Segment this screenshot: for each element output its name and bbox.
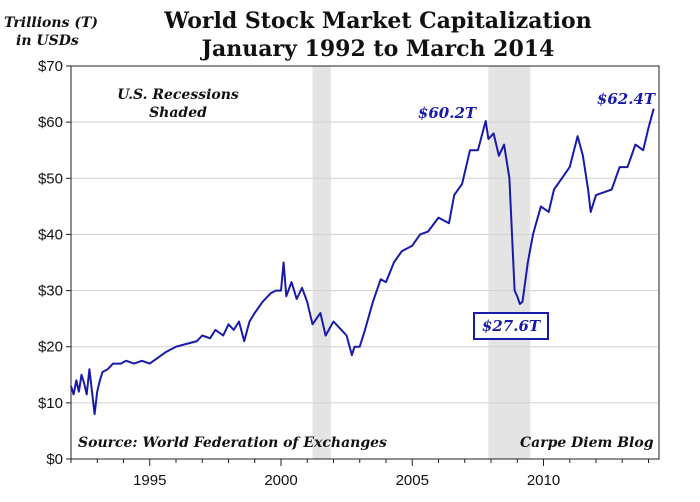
x-tick-label-2005: 2005 — [396, 472, 429, 489]
y-axis-unit-line-1: Trillions (T) — [4, 15, 98, 31]
x-tick-label-2010: 2010 — [527, 472, 560, 489]
y-tick-label-30: $30 — [38, 283, 63, 300]
series-line-market-cap — [70, 108, 655, 416]
credit-note: Carpe Diem Blog — [520, 435, 654, 451]
chart-title-line-2: January 1992 to March 2014 — [200, 36, 555, 62]
chart-title-line-1: World Stock Market Capitalization — [163, 8, 591, 34]
x-axis-ticks: 1995 2000 2005 2010 — [70, 459, 649, 489]
recession-band-1 — [488, 66, 531, 459]
annotation-box-trough — [473, 312, 549, 340]
x-tick-label-1995: 1995 — [133, 472, 166, 489]
x-tick-label-2000: 2000 — [264, 472, 297, 489]
recession-note-line-1: U.S. Recessions — [117, 87, 239, 103]
recession-shading — [312, 66, 531, 459]
annotation-trough-2009: $27.6T — [482, 317, 542, 335]
y-tick-label-10: $10 — [38, 395, 63, 412]
annotation-peak-2007: $60.2T — [418, 104, 478, 122]
y-axis-ticks: $0 $10 $20 $30 $40 $50 $60 $70 — [38, 58, 71, 468]
y-tick-label-0: $0 — [46, 451, 63, 468]
y-tick-label-40: $40 — [38, 226, 63, 243]
y-tick-label-70: $70 — [38, 58, 63, 75]
plot-frame — [70, 65, 660, 460]
y-tick-label-60: $60 — [38, 114, 63, 131]
y-axis-unit-line-2: in USDs — [16, 33, 79, 49]
gridlines — [71, 121, 659, 404]
y-tick-label-20: $20 — [38, 339, 63, 356]
recession-note-line-2: Shaded — [149, 105, 207, 121]
y-tick-label-50: $50 — [38, 170, 63, 187]
source-note: Source: World Federation of Exchanges — [78, 435, 387, 451]
recession-band-0 — [312, 66, 331, 459]
annotation-peak-2014: $62.4T — [597, 90, 657, 108]
